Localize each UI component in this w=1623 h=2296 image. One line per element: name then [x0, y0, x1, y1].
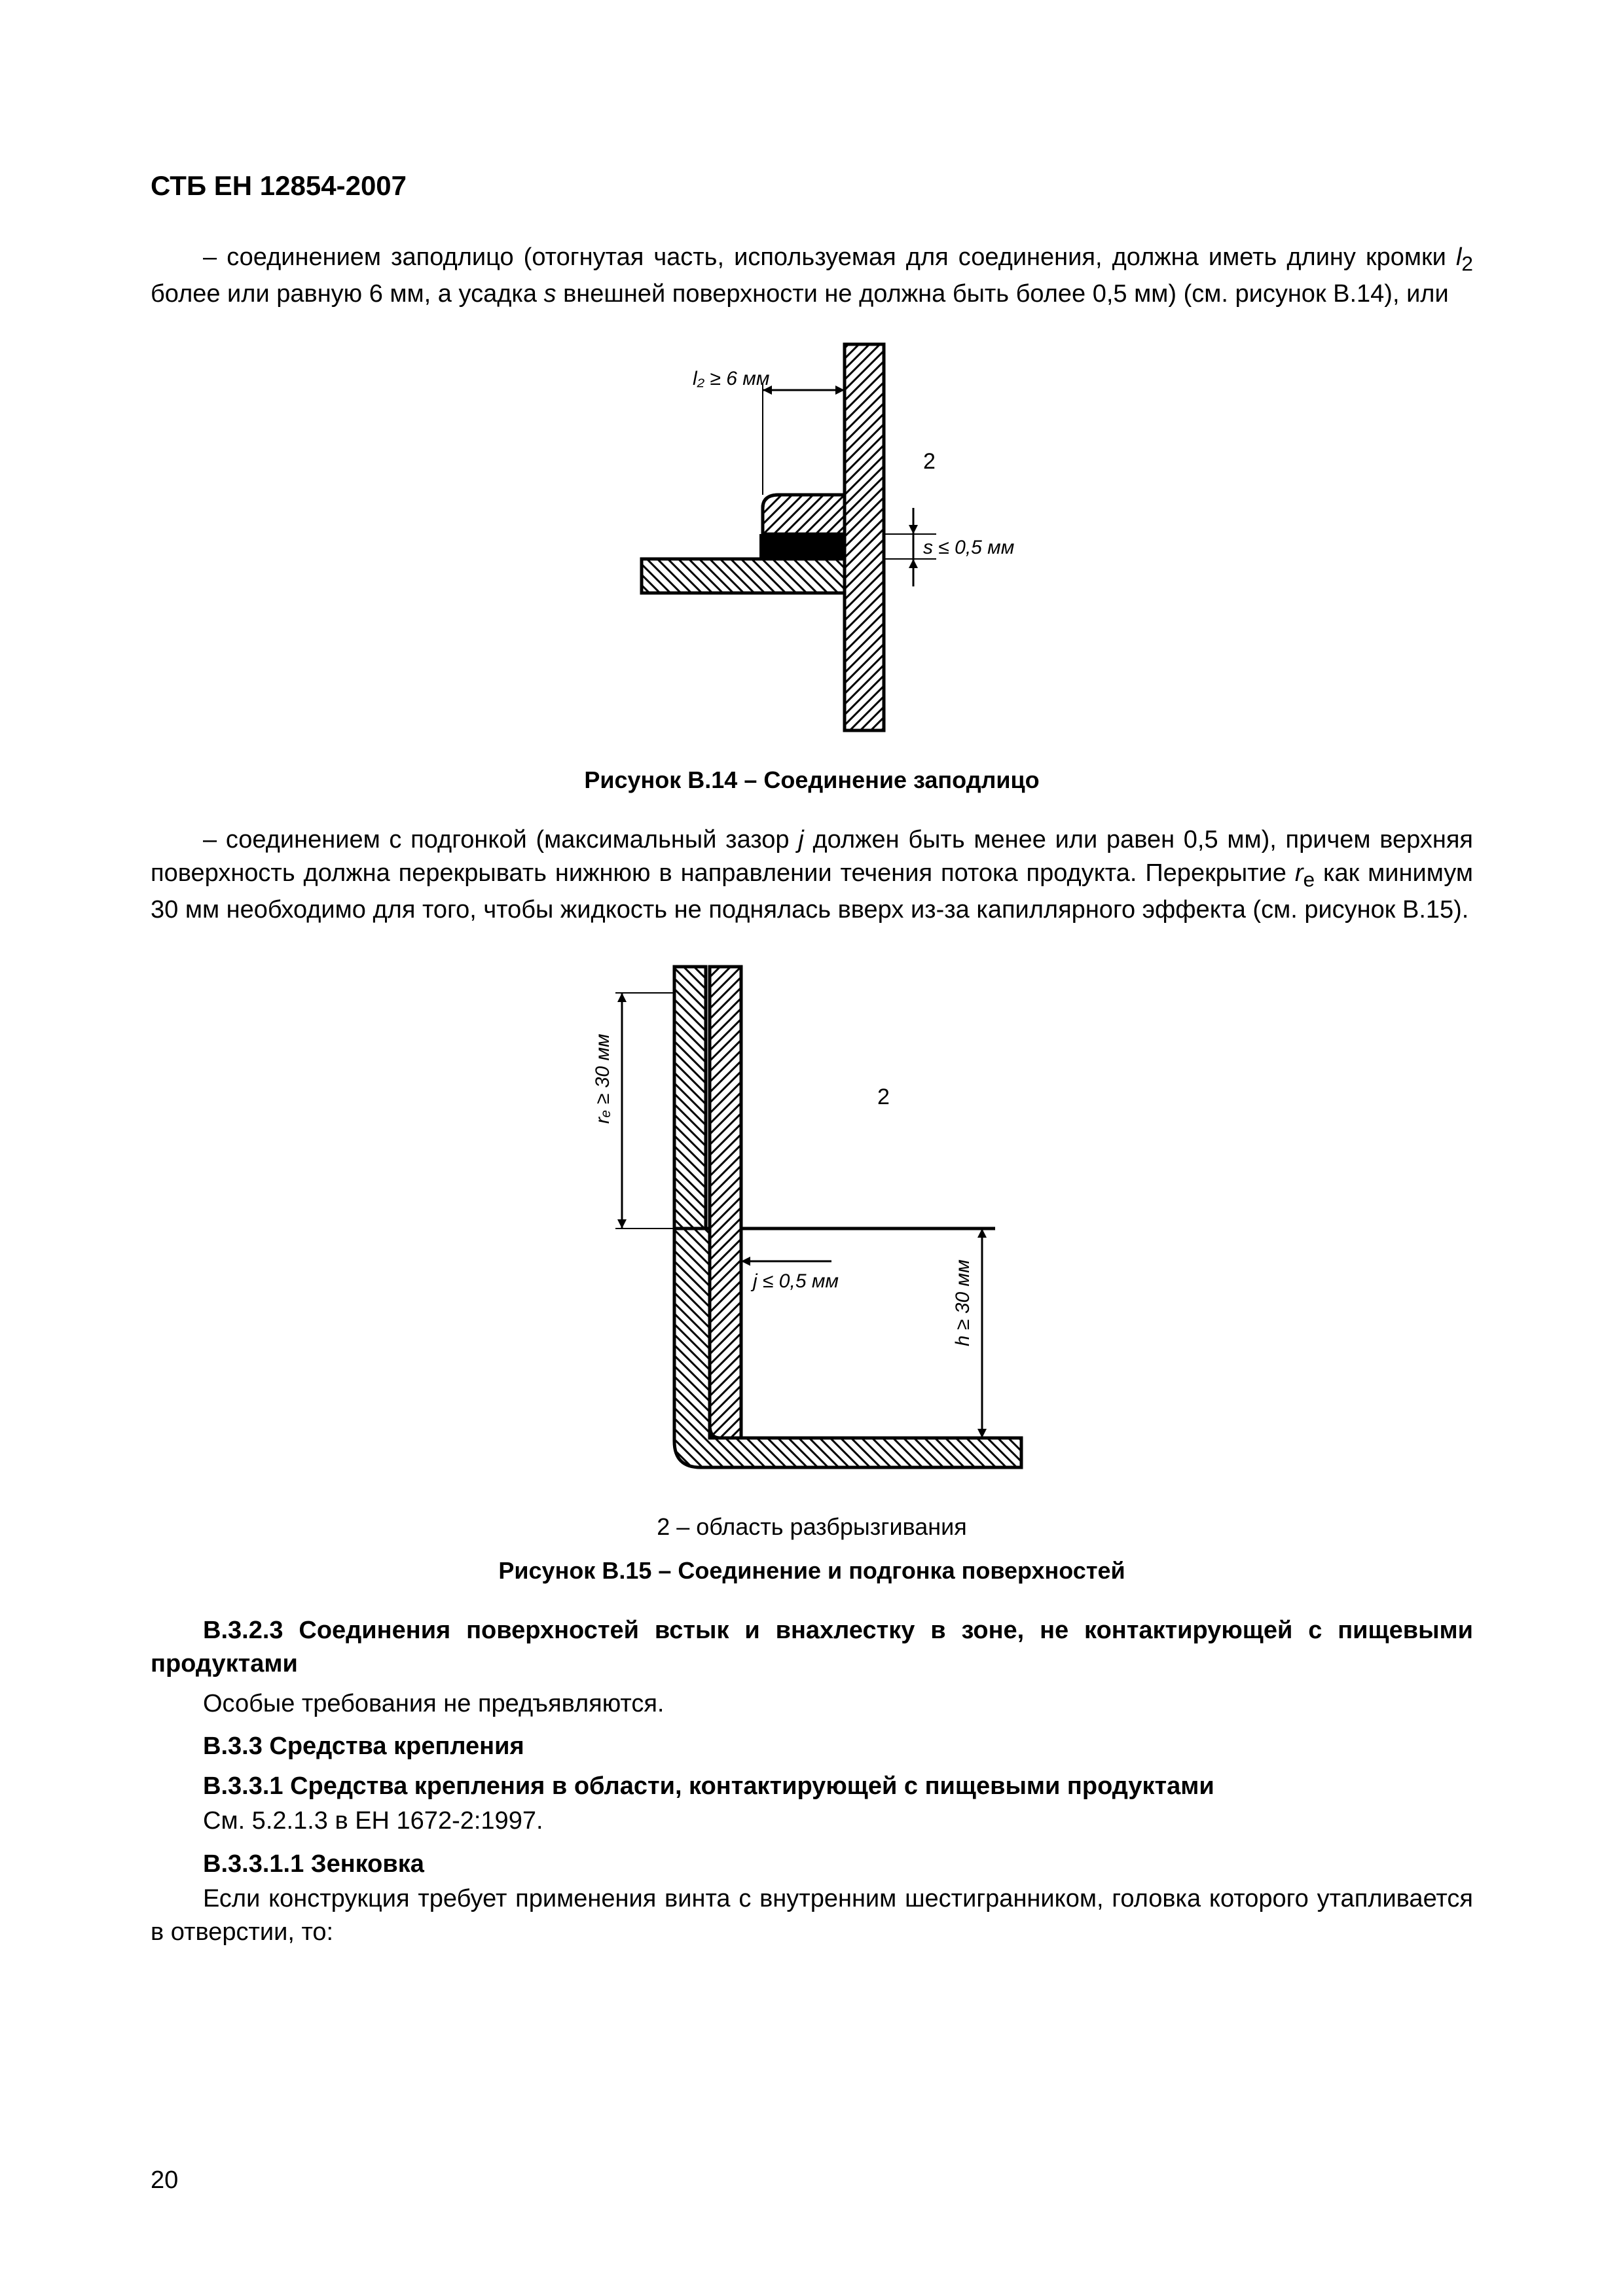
p1-mid1: более или равную 6 мм, а усадка: [151, 280, 544, 308]
document-header: СТБ ЕН 12854-2007: [151, 170, 1473, 202]
figure-b14-svg: l₂ ≥ 6 мм 2 s ≤ 0,5 мм: [583, 338, 1041, 744]
sec-b3311-title: В.3.3.1.1 Зенковка: [151, 1850, 1473, 1878]
p1-s: s: [544, 280, 556, 308]
fig15-label-j: j ≤ 0,5 мм: [750, 1270, 839, 1292]
fig15-label-re: rₑ ≥ 30 мм: [592, 1033, 613, 1124]
sec-b3311-body: Если конструкция требует применения винт…: [151, 1882, 1473, 1950]
page-number: 20: [151, 2166, 178, 2195]
fig14-label-2: 2: [923, 449, 936, 474]
paragraph-2: – соединением с подгонкой (максимальный …: [151, 823, 1473, 927]
figure-b15-caption: Рисунок В.15 – Соединение и подгонка пов…: [151, 1557, 1473, 1585]
sec-b33-title: В.3.3 Средства крепления: [151, 1732, 1473, 1761]
fig15-label-2: 2: [877, 1085, 890, 1109]
figure-b14: l₂ ≥ 6 мм 2 s ≤ 0,5 мм: [151, 338, 1473, 747]
fig15-label-h: h ≥ 30 мм: [952, 1259, 974, 1346]
figure-b14-caption: Рисунок В.14 – Соединение заподлицо: [151, 766, 1473, 794]
fig14-label-s: s ≤ 0,5 мм: [923, 537, 1014, 558]
paragraph-1: – соединением заподлицо (отогнутая часть…: [151, 241, 1473, 312]
p2-prefix: – соединением с подгонкой (максимальный …: [203, 826, 798, 853]
figure-b15-legend: 2 – область разбрызгивания: [151, 1513, 1473, 1541]
p1-prefix: – соединением заподлицо (отогнутая часть…: [203, 243, 1456, 271]
fig14-label-l2: l₂ ≥ 6 мм: [693, 368, 769, 389]
sec-b331-body: См. 5.2.1.3 в ЕН 1672-2:1997.: [151, 1804, 1473, 1838]
sec-b323-body: Особые требования не предъявляются.: [151, 1687, 1473, 1721]
p2-re: r: [1295, 859, 1304, 887]
p2-j: j: [798, 826, 803, 853]
sec-b331-title: В.3.3.1 Средства крепления в области, ко…: [151, 1772, 1473, 1801]
figure-b15-svg: rₑ ≥ 30 мм 2 j ≤ 0,5 мм h ≥ 30 мм: [524, 954, 1100, 1490]
p1-l2sub: 2: [1461, 252, 1473, 276]
p1-mid2: внешней поверхности не должна быть более…: [556, 280, 1449, 308]
section-b323: В.3.2.3 Соединения поверхностей встык и …: [151, 1614, 1473, 1681]
figure-b15: rₑ ≥ 30 мм 2 j ≤ 0,5 мм h ≥ 30 мм: [151, 954, 1473, 1494]
p2-resub: e: [1304, 868, 1315, 891]
sec-b323-title: В.3.2.3 Соединения поверхностей встык и …: [151, 1614, 1473, 1681]
